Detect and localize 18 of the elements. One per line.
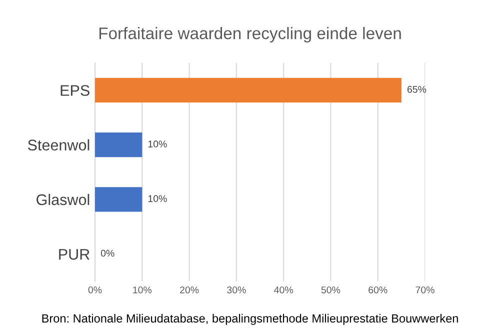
x-tick-label: 20% [180, 286, 199, 294]
x-tick-label: 60% [368, 286, 388, 294]
y-tick-label: Glaswol [36, 194, 90, 206]
data-label: 65% [407, 86, 426, 93]
x-tick-label: 70% [416, 286, 434, 294]
data-label: 0% [100, 250, 114, 257]
text: Bron: Nationale Milieudatabase, bepalingsmethode Milieuprestatie Bouwwerken [42, 314, 458, 325]
x-tick-label: 50% [321, 286, 340, 294]
x-tick-label: 40% [274, 286, 293, 294]
data-label: 10% [148, 140, 167, 148]
data-label: 10% [148, 195, 167, 202]
x-tick-label: 0% [88, 286, 102, 294]
chart-title: Forfaitaire waarden recycling einde leven [99, 26, 401, 43]
y-tick-label: EPS [60, 85, 90, 96]
x-tick-label: 10% [133, 286, 152, 294]
y-tick-label: Steenwol [28, 139, 90, 150]
y-tick-label: PUR [59, 249, 90, 260]
x-tick-label: 30% [227, 286, 246, 294]
